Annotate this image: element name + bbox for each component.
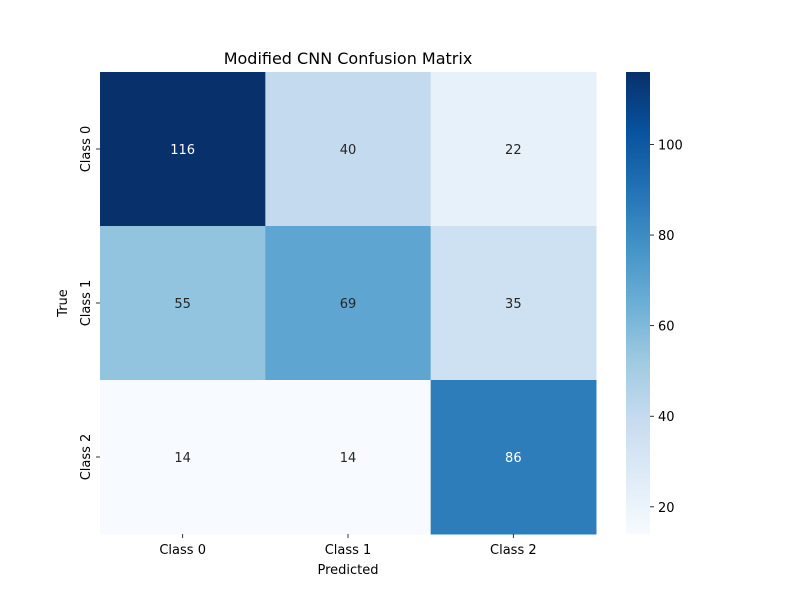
y-axis: Class 0 Class 1 Class 2 <box>79 126 100 481</box>
colorbar-tick-label: 100 <box>658 138 683 153</box>
cell-value-label: 69 <box>340 297 357 312</box>
heatmap-cell <box>265 380 432 535</box>
cell-value-label: 35 <box>505 297 522 312</box>
cell-value-label: 40 <box>340 143 357 158</box>
heatmap-cell <box>100 226 266 381</box>
cell-value-label: 22 <box>505 143 522 158</box>
heatmap-cell <box>100 72 266 227</box>
chart-title: Modified CNN Confusion Matrix <box>224 49 473 68</box>
colorbar-tick-label: 80 <box>658 229 675 244</box>
heatmap-cell <box>100 380 266 535</box>
colorbar-tick-label: 20 <box>658 501 675 516</box>
x-tick-label: Class 1 <box>325 543 372 558</box>
cell-value-label: 116 <box>170 143 195 158</box>
cell-value-label: 86 <box>505 451 522 466</box>
heatmap-cell-labels: 116 40 22 55 69 35 14 14 86 <box>170 143 521 466</box>
heatmap-cell <box>265 72 432 227</box>
cell-value-label: 14 <box>174 451 191 466</box>
y-tick-label: Class 1 <box>79 280 94 327</box>
heatmap-cells <box>100 72 597 535</box>
cell-value-label: 14 <box>340 451 357 466</box>
heatmap-cell <box>430 380 597 535</box>
colorbar <box>626 72 650 534</box>
x-axis-label: Predicted <box>317 563 378 578</box>
heatmap-cell <box>265 226 432 381</box>
x-tick-label: Class 2 <box>490 543 537 558</box>
y-tick-label: Class 2 <box>79 434 94 481</box>
colorbar-tick-label: 60 <box>658 320 675 335</box>
heatmap-cell <box>430 72 597 227</box>
colorbar-tick-label: 40 <box>658 410 675 425</box>
heatmap-cell <box>430 226 597 381</box>
x-tick-label: Class 0 <box>159 543 206 558</box>
cell-value-label: 55 <box>174 297 191 312</box>
x-axis: Class 0 Class 1 Class 2 <box>159 534 537 558</box>
colorbar-ticks: 20 40 60 80 100 <box>650 138 683 516</box>
y-tick-label: Class 0 <box>79 126 94 173</box>
y-axis-label: True <box>56 289 71 318</box>
